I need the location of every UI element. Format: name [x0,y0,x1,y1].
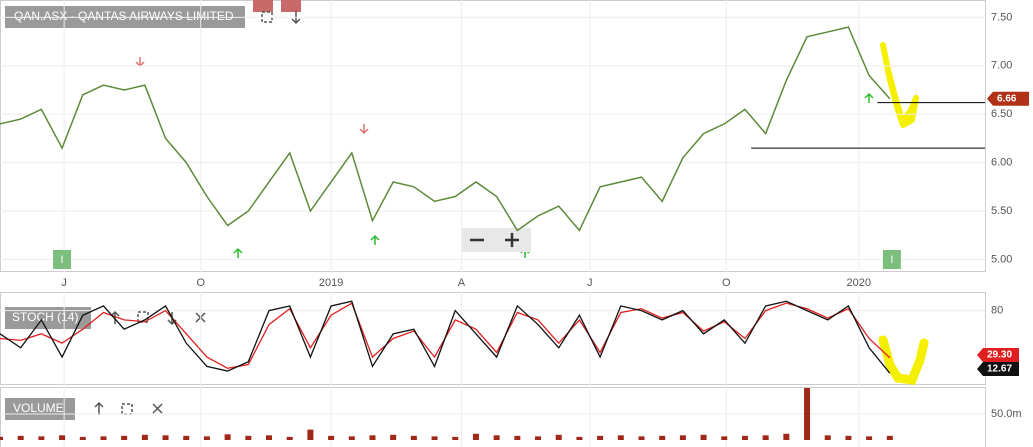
toolbar-button[interactable] [253,0,273,12]
volume-bar [824,435,831,440]
volume-bar [183,435,190,440]
volume-bar [141,434,148,440]
volume-bar [638,436,645,440]
volume-bar [224,434,231,440]
volume-bar [576,436,583,440]
toolbar-icons[interactable] [94,11,301,415]
volume-bar [245,435,252,440]
volume-bar [328,435,335,440]
event-marker [882,250,901,269]
volume-bar [659,435,666,440]
volume-bar [597,435,604,440]
y-tick-label: 5.00 [991,253,1012,265]
volume-bar [493,435,500,440]
highlight [880,42,919,128]
volume-bar [452,436,459,440]
volume-bar [845,435,852,440]
volume-bar [866,436,873,440]
volume-bar [286,436,293,440]
x-tick-label: A [458,277,466,289]
volume-bar [783,433,790,440]
x-tick-label: J [61,277,67,289]
volume-bar [203,436,210,440]
last-value-label-bg [977,362,1019,376]
volume-bar [679,435,686,440]
volume-bar [307,429,314,440]
volume-bar [266,435,273,440]
y-tick-label: 7.50 [991,11,1012,23]
y-tick-label: 5.50 [991,205,1012,217]
volume-bar [472,433,479,440]
chart-title: QAN.ASX - QANTAS AIRWAYS LIMITED [14,9,234,23]
zoom-icons [470,233,519,247]
volume-bar [804,388,811,440]
volume-bar [79,436,86,440]
toolbar-button[interactable] [281,0,301,12]
stoch-title: STOCH (14) [12,310,78,324]
last-value-label: 12.67 [987,364,1012,375]
y-tick-label: 6.00 [991,157,1012,169]
x-tick-label: 2020 [847,277,871,289]
y-tick-label: 80 [991,305,1003,317]
last-price-label: 6.66 [997,93,1017,104]
last-price-label-bg [987,91,1029,106]
signal-arrows [135,57,874,258]
y-tick-label: 7.00 [991,60,1012,72]
volume-bar [390,434,397,440]
stoch-line [0,300,891,374]
stoch-line [0,302,891,369]
x-tick-label: O [196,277,205,289]
volume-bar [431,436,438,440]
volume-bar [410,435,417,440]
last-value-label-bg [977,348,1019,362]
volume-bar [17,435,24,440]
event-label: I [61,254,64,266]
volume-bar [121,435,128,440]
title-box [5,307,91,329]
y-tick-label: 50.0m [991,408,1022,420]
volume-bar [369,435,376,440]
volume-bar [59,435,66,440]
volume-bar [0,436,3,440]
volume-bar [762,435,769,440]
volume-bar [700,434,707,440]
volume-bar [162,435,169,440]
event-marker [53,250,72,269]
event-label: I [890,254,893,266]
volume-bar [721,436,728,440]
volume-bar [348,436,355,440]
volume-bar [741,435,748,440]
volume-bar [535,436,542,440]
volume-bar [555,434,562,440]
x-tick-label: O [722,277,731,289]
y-tick-label: 6.50 [991,108,1012,120]
price-pane [0,0,986,272]
volume-title: VOLUME [13,401,64,415]
volume-pane [0,387,986,447]
last-value-label: 29.30 [987,350,1012,361]
volume-bar [514,435,521,440]
volume-bar [100,436,107,440]
x-tick-label: J [587,277,593,289]
highlight [878,335,929,385]
volume-bar [38,436,45,440]
price-line [0,26,891,232]
stoch-pane [0,292,986,385]
x-tick-label: 2019 [319,277,343,289]
volume-bar [617,435,624,440]
volume-bar [886,435,893,440]
